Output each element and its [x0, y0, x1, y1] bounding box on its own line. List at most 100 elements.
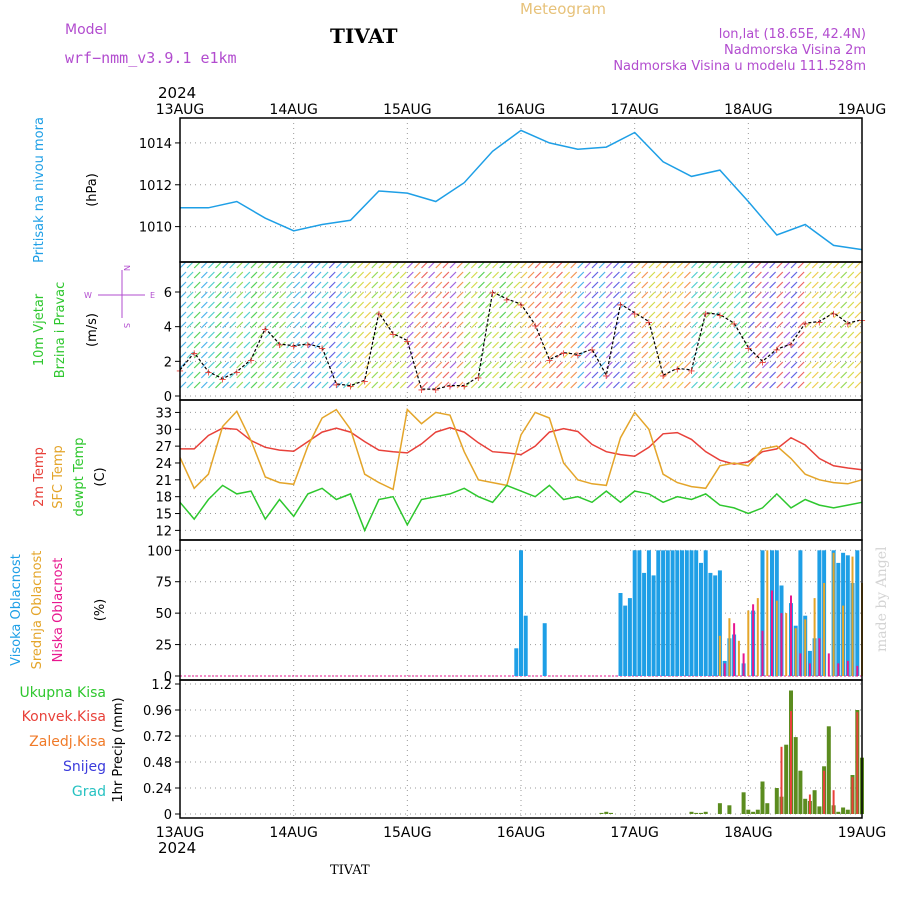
- wind-barb: [598, 331, 606, 339]
- wind-barb: [378, 271, 386, 279]
- wind-barb: [215, 351, 222, 359]
- wind-barb: [577, 291, 585, 299]
- wind-barb: [669, 371, 677, 379]
- wind-barb: [179, 351, 187, 359]
- cloud-bar-0: [713, 575, 718, 676]
- wind-gust-point: +: [318, 343, 326, 354]
- wind-barb: [577, 281, 585, 289]
- wind-barb: [605, 301, 613, 309]
- wind-barb: [556, 351, 563, 359]
- wind-barb: [683, 261, 691, 269]
- wind-barb: [705, 291, 713, 299]
- wind-barb: [286, 291, 294, 299]
- wind-barb: [428, 311, 436, 319]
- precip-bar-0: [845, 809, 850, 814]
- wind-barb: [207, 311, 215, 319]
- wind-barb: [662, 361, 670, 369]
- wind-barb: [776, 351, 784, 359]
- y-tick-label: 12: [155, 524, 172, 539]
- wind-barb: [193, 301, 201, 309]
- wind-barb: [485, 301, 492, 309]
- wind-barb: [286, 281, 294, 289]
- wind-barb: [257, 311, 265, 319]
- wind-barb: [840, 281, 848, 289]
- wind-barb: [371, 301, 379, 309]
- wind-barb: [826, 331, 833, 339]
- wind-gust-point: +: [716, 311, 724, 322]
- wind-barb: [669, 281, 677, 289]
- wind-barb: [413, 371, 421, 379]
- wind-barb: [229, 281, 237, 289]
- wind-barb: [790, 271, 798, 279]
- wind-barb: [520, 311, 528, 319]
- wind-barb: [357, 361, 365, 369]
- wind-barb: [378, 261, 386, 269]
- wind-barb: [662, 291, 670, 299]
- wind-barb: [357, 291, 365, 299]
- wind-barb: [449, 371, 457, 379]
- wind-barb: [492, 291, 500, 299]
- precip-legend-entry: Konvek.Kisa: [22, 709, 106, 725]
- wind-barb: [655, 381, 663, 389]
- wind-barb: [477, 381, 485, 389]
- wind-barb: [854, 261, 862, 269]
- wind-barb: [591, 371, 599, 379]
- wind-barb: [811, 291, 819, 299]
- wind-barb: [826, 271, 833, 279]
- wind-barb: [790, 301, 798, 309]
- wind-barb: [364, 351, 372, 359]
- wind-barb: [378, 371, 386, 379]
- wind-barb: [577, 361, 585, 369]
- wind-barb: [179, 261, 187, 269]
- wind-barb: [186, 361, 194, 369]
- wind-barb: [250, 371, 258, 379]
- cloud-bar-0: [689, 550, 694, 676]
- cloud-bar-0: [760, 550, 765, 676]
- year-bottom: 2024: [158, 839, 196, 857]
- wind-barb: [740, 261, 748, 269]
- wind-barb: [286, 261, 294, 269]
- wind-unit-label: (m/s): [85, 313, 100, 347]
- wind-barb: [186, 341, 194, 349]
- wind-barb: [627, 261, 635, 269]
- wind-barb: [506, 301, 514, 309]
- wind-barb: [364, 271, 372, 279]
- wind-barb: [179, 371, 187, 379]
- wind-barb: [200, 341, 208, 349]
- wind-barb: [605, 381, 613, 389]
- wind-barb: [300, 291, 308, 299]
- pressure-axis-label: Pritisak na nivou mora: [32, 117, 47, 263]
- wind-barb: [527, 361, 535, 369]
- wind-barb: [541, 371, 549, 379]
- y-tick-label: 0.96: [143, 704, 172, 719]
- wind-barb: [797, 321, 805, 329]
- wind-barb: [357, 381, 365, 389]
- wind-barb: [612, 361, 620, 369]
- wind-barb: [584, 361, 592, 369]
- wind-barb: [350, 261, 357, 269]
- wind-barb: [236, 381, 244, 389]
- wind-barb: [499, 371, 507, 379]
- wind-barb: [463, 341, 471, 349]
- precip-bar-0: [817, 806, 822, 814]
- wind-barb: [307, 351, 315, 359]
- coords-label: lon,lat (18.65E, 42.4N): [719, 27, 866, 42]
- wind-barb: [421, 381, 428, 389]
- wind-barb: [307, 291, 315, 299]
- cloud-bar-0: [694, 550, 699, 676]
- wind-barb: [584, 331, 592, 339]
- wind-barb: [413, 351, 421, 359]
- wind-barb: [854, 281, 862, 289]
- wind-barb: [492, 261, 500, 269]
- wind-barb: [556, 311, 563, 319]
- precip-bar-0: [604, 811, 609, 814]
- wind-barb: [257, 281, 265, 289]
- wind-barb: [797, 261, 805, 269]
- wind-barb: [485, 321, 492, 329]
- wind-barb: [669, 291, 677, 299]
- wind-barb: [321, 301, 329, 309]
- wind-barb: [854, 371, 862, 379]
- wind-barb: [257, 341, 265, 349]
- wind-barb: [215, 271, 222, 279]
- wind-barb: [385, 261, 393, 269]
